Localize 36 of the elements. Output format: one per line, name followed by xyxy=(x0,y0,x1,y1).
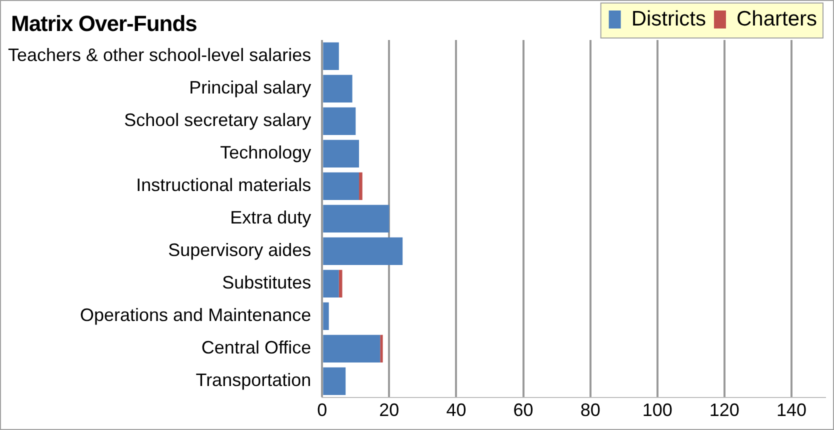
x-tick-label: 20 xyxy=(379,400,400,420)
bar xyxy=(323,107,356,136)
y-tick-label: Technology xyxy=(220,142,312,163)
x-tick-label: 40 xyxy=(446,400,466,420)
bar xyxy=(338,270,342,298)
bar xyxy=(359,172,362,200)
bar xyxy=(323,74,352,103)
x-tick-label: 0 xyxy=(317,400,328,420)
bar xyxy=(323,270,339,298)
legend-label: Charters xyxy=(736,7,818,30)
bar xyxy=(323,367,346,395)
x-tick-label: 60 xyxy=(513,400,534,420)
y-tick-label: Extra duty xyxy=(230,208,312,228)
y-tick-label: Instructional materials xyxy=(136,175,312,196)
text: Matrix Over-Funds xyxy=(11,11,197,37)
y-tick-label: Substitutes xyxy=(222,272,312,293)
x-tick-label: 140 xyxy=(776,400,806,420)
y-tick-label: Central Office xyxy=(201,338,312,358)
y-tick-label: Principal salary xyxy=(189,78,312,98)
bar xyxy=(323,237,403,265)
bar xyxy=(323,172,360,200)
legend-label: Districts xyxy=(631,7,706,30)
bar xyxy=(323,42,339,70)
y-tick-label: Operations and Maintenance xyxy=(80,305,312,326)
y-tick-label: Supervisory aides xyxy=(168,240,312,260)
bar xyxy=(380,334,383,362)
x-tick-label: 100 xyxy=(642,400,672,420)
x-tick-label: 120 xyxy=(709,400,740,420)
y-tick-label: Teachers & other school-level salaries xyxy=(8,45,312,66)
bar xyxy=(323,204,390,233)
bar xyxy=(323,140,360,168)
y-tick-label: Transportation xyxy=(196,370,312,390)
bar xyxy=(323,302,329,330)
x-tick-label: 80 xyxy=(580,400,600,420)
bar xyxy=(323,334,380,362)
y-tick-label: School secretary salary xyxy=(124,110,312,130)
